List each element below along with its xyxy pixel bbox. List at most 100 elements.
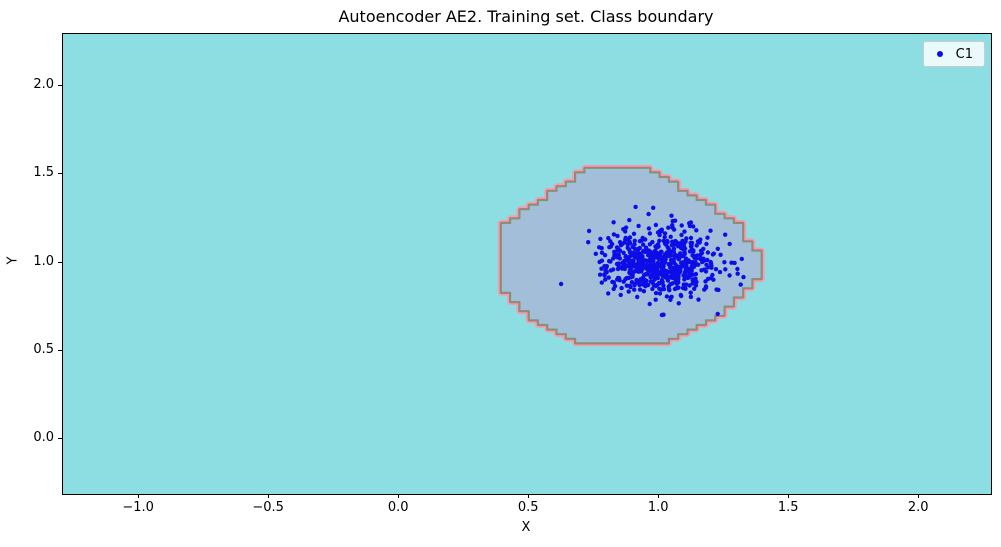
scatter-point — [670, 267, 675, 272]
scatter-point — [617, 248, 622, 254]
scatter-point — [703, 279, 708, 284]
legend-entry-label: C1 — [955, 46, 973, 62]
x-tick-mark — [138, 494, 140, 498]
scatter-point — [682, 277, 687, 282]
scatter-point — [599, 266, 604, 271]
scatter-point — [666, 225, 671, 230]
scatter-point — [663, 242, 669, 247]
scatter-point — [641, 289, 647, 294]
scatter-point — [657, 281, 662, 286]
chart-title: Autoencoder AE2. Training set. Class bou… — [338, 7, 714, 26]
scatter-point — [627, 247, 632, 252]
scatter-point — [708, 259, 713, 265]
x-axis-label: X — [521, 520, 531, 535]
scatter-point — [645, 272, 651, 277]
scatter-point — [631, 231, 637, 236]
scatter-point — [608, 244, 613, 249]
scatter-point — [667, 269, 672, 275]
scatter-point — [616, 276, 622, 281]
scatter-point — [691, 264, 696, 270]
scatter-point — [713, 267, 719, 272]
scatter-point — [621, 227, 626, 232]
scatter-point — [659, 287, 664, 292]
scatter-point — [634, 277, 639, 283]
scatter-point — [669, 213, 674, 218]
scatter-point — [623, 276, 628, 282]
scatter-point — [691, 224, 696, 229]
y-axis-label: Y — [5, 256, 21, 265]
scatter-point — [650, 267, 656, 272]
scatter-point — [657, 291, 663, 296]
scatter-point — [608, 239, 613, 244]
scatter-series-C1 — [558, 204, 746, 318]
scatter-point — [694, 243, 699, 248]
scatter-point — [698, 256, 704, 261]
scatter-point — [611, 232, 617, 237]
x-tick-label: 2.0 — [907, 500, 929, 515]
y-tick-label: 0.0 — [33, 430, 54, 446]
scatter-point — [652, 277, 657, 282]
x-tick-mark — [528, 494, 530, 498]
scatter-point — [658, 249, 664, 254]
legend: C1 — [922, 41, 985, 67]
scatter-point — [649, 273, 654, 278]
y-tick-mark — [58, 261, 62, 263]
scatter-point — [611, 280, 617, 285]
scatter-point — [692, 254, 697, 259]
scatter-point — [599, 280, 604, 285]
scatter-point — [632, 238, 637, 243]
scatter-point — [708, 228, 713, 233]
scatter-point — [648, 249, 653, 255]
scatter-point — [650, 286, 655, 292]
y-tick-label: 1.5 — [33, 165, 54, 181]
scatter-point — [688, 235, 694, 241]
scatter-point — [693, 283, 699, 288]
scatter-point — [653, 255, 658, 260]
scatter-point — [688, 220, 694, 225]
x-tick-mark — [788, 494, 790, 498]
scatter-point — [659, 272, 665, 277]
scatter-point — [688, 290, 693, 295]
scatter-point — [683, 286, 688, 291]
y-tick-label: 1.0 — [33, 253, 54, 269]
scatter-point — [615, 233, 620, 239]
scatter-point — [705, 265, 711, 270]
scatter-point — [703, 284, 709, 289]
scatter-point — [676, 285, 681, 290]
scatter-point — [698, 237, 703, 242]
scatter-point — [640, 254, 645, 259]
scatter-point — [625, 242, 630, 247]
scatter-point — [717, 269, 723, 275]
scatter-point — [704, 241, 709, 247]
scatter-point — [645, 267, 650, 272]
scatter-point — [657, 253, 662, 258]
scatter-point — [646, 282, 651, 288]
x-tick-label: 1.0 — [647, 500, 669, 515]
scatter-point — [623, 262, 628, 268]
scatter-point — [641, 265, 647, 270]
scatter-point — [646, 211, 651, 217]
scatter-point — [651, 282, 657, 288]
scatter-point — [606, 291, 611, 296]
scatter-point — [698, 252, 703, 257]
scatter-point — [597, 245, 602, 250]
legend-marker-dot — [936, 51, 943, 57]
x-tick-label: 0.5 — [517, 500, 539, 515]
x-tick-mark — [398, 494, 400, 498]
scatter-point — [637, 287, 643, 292]
scatter-point — [649, 279, 654, 284]
scatter-point — [690, 277, 695, 282]
scatter-point — [664, 294, 670, 299]
scatter-point — [692, 286, 697, 291]
scatter-point — [642, 277, 647, 282]
scatter-point — [635, 294, 640, 300]
scatter-point — [676, 301, 681, 306]
scatter-point — [637, 239, 643, 244]
scatter-point — [711, 251, 716, 256]
scatter-point — [657, 238, 662, 243]
scatter-point — [637, 245, 642, 251]
scatter-point — [661, 238, 666, 243]
scatter-point — [659, 277, 665, 283]
scatter-point — [627, 217, 632, 223]
